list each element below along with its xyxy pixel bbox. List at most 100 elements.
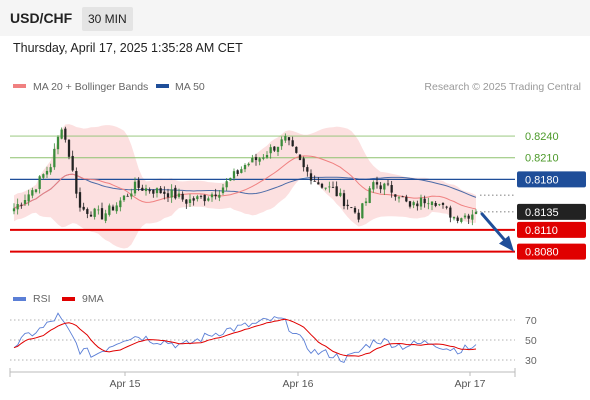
candle: [416, 200, 419, 211]
candle: [346, 199, 349, 210]
rsi-legend-label: RSI: [33, 293, 51, 305]
candle: [372, 180, 375, 193]
candle: [309, 169, 313, 185]
candle: [148, 187, 151, 194]
candle: [379, 181, 382, 194]
rsi-legend-swatch: [13, 297, 26, 301]
candle: [386, 179, 390, 187]
candle: [177, 188, 181, 199]
ma9-legend-swatch: [62, 297, 75, 301]
ma20-legend-swatch: [13, 84, 26, 88]
candle: [456, 215, 459, 224]
bollinger-band-area: [14, 124, 476, 249]
candle: [100, 202, 104, 220]
ma50-legend-swatch: [156, 84, 169, 88]
candle: [302, 156, 305, 172]
candle: [97, 205, 100, 215]
symbol-label: USD/CHF: [10, 10, 73, 26]
candle: [467, 213, 470, 225]
rsi-tick-label-70: 70: [525, 315, 537, 327]
candle: [130, 188, 133, 200]
support-label-bg-1: [517, 221, 586, 238]
candle: [122, 194, 126, 203]
support-label-2: 0.8080: [525, 247, 559, 259]
candle: [126, 193, 129, 197]
rsi-tick-label-30: 30: [525, 355, 537, 367]
candle: [82, 202, 85, 211]
candle: [276, 146, 280, 157]
rsi-line: [13, 312, 477, 363]
candle: [119, 197, 122, 212]
support-label-1: 0.8110: [525, 225, 558, 237]
candlesticks: [12, 126, 478, 226]
candle: [251, 154, 254, 163]
candle: [320, 182, 324, 189]
candle: [368, 186, 371, 204]
candle: [291, 136, 294, 147]
candle: [196, 194, 199, 202]
chart-header: USD/CHF 30 MIN: [0, 0, 590, 36]
candle: [357, 209, 360, 223]
candle: [16, 198, 19, 215]
candle: [449, 205, 452, 223]
candle: [324, 187, 327, 191]
timeframe-badge[interactable]: 30 MIN: [82, 7, 133, 31]
candle: [23, 194, 27, 206]
ma50-legend-label: MA 50: [175, 81, 205, 93]
candle: [185, 199, 188, 209]
candle: [441, 202, 445, 209]
price-overlay: 0.8135: [476, 194, 586, 252]
candle: [199, 194, 203, 199]
candle: [42, 173, 45, 180]
candle: [115, 202, 118, 214]
candle: [166, 188, 170, 202]
candle: [423, 195, 426, 208]
candle: [78, 187, 82, 212]
candle: [56, 135, 60, 155]
candle: [412, 200, 415, 209]
candle: [383, 182, 386, 196]
candle: [111, 204, 115, 211]
candle: [108, 203, 111, 217]
candle: [262, 154, 265, 161]
candle: [27, 189, 30, 206]
candle: [471, 209, 474, 226]
candle: [144, 184, 148, 196]
candle: [265, 151, 269, 159]
candle: [258, 157, 261, 166]
candle: [298, 154, 302, 161]
x-axis: Apr 15 Apr 16 Apr 17: [9, 368, 516, 390]
candle: [438, 203, 441, 207]
candle: [214, 188, 217, 200]
support-label-bg-2: [517, 243, 586, 260]
candle: [152, 189, 155, 198]
candle: [67, 138, 71, 160]
forecast-arrow-head: [499, 235, 514, 252]
candle: [192, 196, 195, 206]
rsi-ma9-line: [13, 318, 477, 357]
research-credit: Research © 2025 Trading Central: [424, 81, 581, 93]
candle: [331, 181, 335, 189]
candle: [181, 191, 184, 202]
ma50-line: [13, 173, 477, 209]
candle: [361, 202, 364, 219]
candle: [269, 144, 272, 159]
candle: [221, 183, 225, 196]
x-tick-label: Apr 17: [455, 378, 486, 390]
candle: [287, 137, 291, 146]
candle: [53, 143, 56, 170]
ma20-legend-label: MA 20 + Bollinger Bands: [33, 81, 148, 93]
candle: [445, 205, 448, 210]
candle: [45, 166, 49, 179]
candle: [210, 192, 214, 202]
candle: [394, 194, 397, 201]
candle: [243, 163, 247, 173]
candle: [408, 200, 412, 209]
level-lines: 0.8240 0.8210 0.8180 0.8110 0.8080: [10, 131, 586, 260]
candle: [284, 133, 287, 143]
candle: [163, 186, 166, 200]
candle: [155, 187, 159, 198]
candle: [203, 194, 206, 206]
current-price-label: 0.8135: [525, 207, 559, 219]
